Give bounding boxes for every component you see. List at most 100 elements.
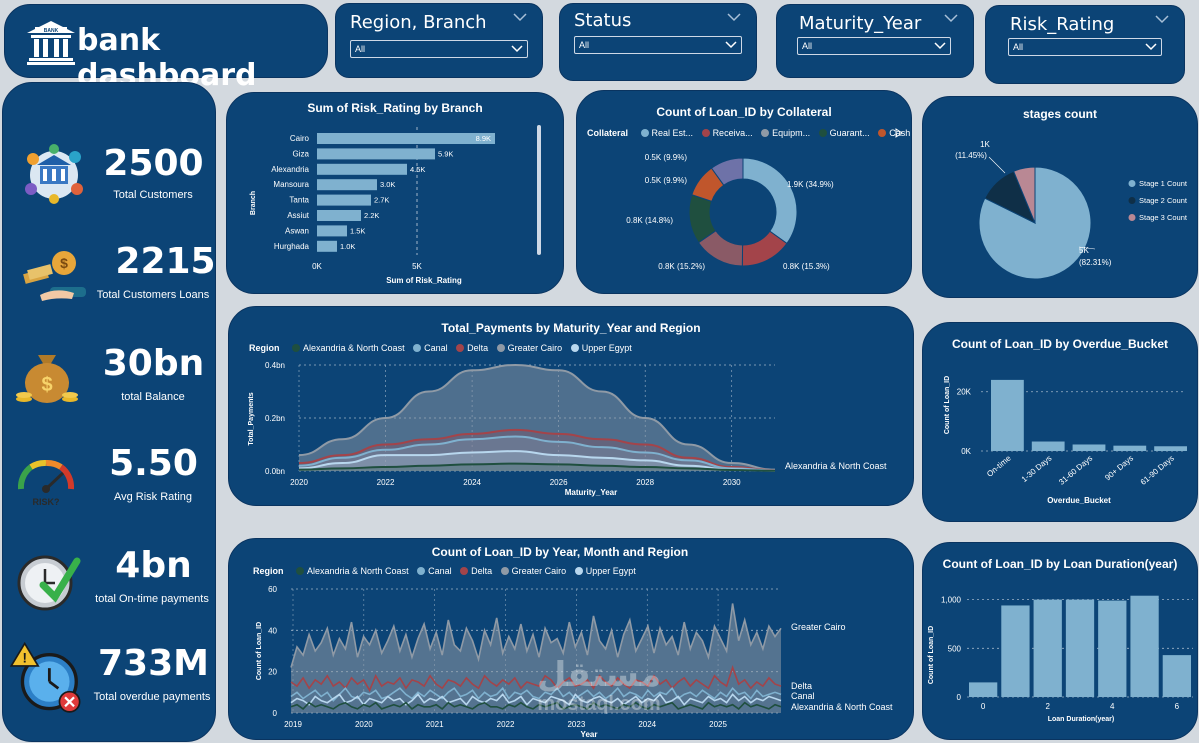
series-line[interactable] [298,428,776,472]
kpi-value: 2500 [103,143,204,184]
donut-slice[interactable] [742,157,798,245]
bar[interactable] [317,210,361,221]
chevron-down-icon[interactable] [726,12,742,22]
risk-by-branch-chart[interactable]: Branch Sum of Risk_Rating 0K 5K Cairo 8.9K G… [227,93,563,293]
filter-select[interactable]: All [797,37,951,55]
kpi-total-balance: $ 30bn total Balance [3,335,218,435]
bar[interactable] [1113,445,1147,451]
svg-text:RISK?: RISK? [33,497,60,507]
chevron-down-icon[interactable] [512,12,528,22]
bar[interactable] [1033,599,1062,697]
bar[interactable] [1031,441,1065,451]
collateral-donut-chart[interactable]: 1.9K (34.9%) 0.8K (15.3%) 0.8K (15.2%) 0.8K… [577,91,911,293]
clock-warning-icon: ! [9,641,81,713]
bar[interactable] [317,240,337,252]
chevron-down-icon [511,45,523,53]
pie-slice[interactable] [978,166,1092,280]
data-label: 5.9K [438,149,453,158]
bar[interactable] [991,379,1024,451]
bar[interactable] [317,133,495,144]
x-tick-label: 2019 [284,720,302,729]
chevron-down-icon[interactable] [1154,14,1170,24]
y-axis-label: Count of Loan_ID [256,622,263,680]
legend-dot [460,567,469,575]
bar[interactable] [1162,655,1191,697]
bar[interactable] [1072,444,1106,451]
legend-dot [1128,180,1136,187]
scrollbar[interactable] [537,125,541,255]
series-end-label: Canal [791,691,815,701]
payments-area-chart[interactable]: Total_Payments Maturity_Year Alexandria … [229,307,913,505]
category-label: Giza [293,149,310,158]
legend-next-arrow-icon[interactable] [895,128,903,138]
filter-maturity-year[interactable]: Maturity_Year All [776,4,974,78]
bar[interactable] [969,682,998,697]
chevron-down-icon[interactable] [943,13,959,23]
legend-item: Guarant... [829,128,870,138]
series-line[interactable] [290,665,782,693]
bar[interactable] [317,163,407,175]
series-line[interactable] [290,686,782,702]
bank-logo-text: BANK [44,28,59,34]
series-line[interactable] [298,363,776,471]
legend-dot [1128,214,1136,221]
x-tick-label: 1-30 Days [1020,454,1054,484]
donut-slice[interactable] [710,157,744,186]
kpi-label: Avg Risk Rating [113,491,193,503]
leader-line [988,156,1006,174]
filter-risk-rating[interactable]: Risk_Rating All [985,5,1185,84]
chart-title: Count of Loan_ID by Overdue_Bucket [951,337,1169,351]
series-line[interactable] [290,603,782,668]
payments-legend: Region Alexandria & North Coast Canal De… [249,343,632,353]
filter-region-branch[interactable]: Region, Branch All [335,3,543,78]
bar[interactable] [1154,446,1187,451]
data-label: 8.9K [476,134,491,143]
risk-by-branch-card: Sum of Risk_Rating by Branch Branch Sum … [226,92,564,294]
pie-slice[interactable] [1012,166,1036,224]
x-tick-label: 2021 [426,720,444,729]
bar[interactable] [317,148,435,160]
y-tick-label: 0 [273,709,278,718]
bar[interactable] [317,225,347,237]
x-tick-label: 2026 [550,478,568,487]
bar[interactable] [317,179,377,191]
overdue-bar-chart[interactable]: Count of Loan_ID Overdue_Bucket 0K 20K On-… [923,323,1197,521]
svg-text:$: $ [60,255,68,271]
legend-dot [292,344,301,352]
collateral-legend: Collateral Real Est... Receiva... Equipm… [587,128,910,138]
bar[interactable] [1001,605,1030,697]
bar[interactable] [1098,600,1127,697]
x-tick-label: 31-60 Days [1057,454,1094,487]
y-axis-label: Count of Loan_ID [944,376,951,434]
series-line[interactable] [290,693,782,706]
overdue-card: Count of Loan_ID by Overdue_Bucket Count… [922,322,1198,522]
series-line[interactable] [298,435,776,472]
stages-pie-chart[interactable]: 5K (82.31%) 1K (11.45%) Stage 1 Count Stage 2… [923,97,1197,297]
legend-dot [701,129,710,137]
chart-title: Count of Loan_ID by Collateral [656,105,832,119]
filter-select[interactable]: All [574,36,742,54]
filter-status[interactable]: Status All [559,3,757,81]
legend-dot [878,129,887,137]
bar[interactable] [1130,595,1159,697]
series-line[interactable] [290,701,782,710]
duration-bar-chart[interactable]: Count of Loan_ID Loan Duration(year) 0 50… [923,543,1197,739]
filter-select[interactable]: All [350,40,528,58]
filter-label: Region, Branch [350,12,487,33]
series-line[interactable] [298,462,776,472]
series-line[interactable] [298,450,776,472]
category-label: Alexandria [271,165,309,174]
filter-select[interactable]: All [1008,38,1162,56]
x-tick-label: 2020 [355,720,373,729]
legend-dot [574,567,583,575]
svg-text:!: ! [22,651,26,666]
chart-title: Sum of Risk_Rating by Branch [307,101,483,115]
series-end-label: Alexandria & North Coast [791,702,893,712]
bar[interactable] [317,194,371,206]
bar[interactable] [1065,599,1095,697]
monthly-card: Count of Loan_ID by Year, Month and Regi… [228,538,914,740]
monthly-legend: Region Alexandria & North Coast Canal De… [253,566,636,576]
data-label: 5K [1079,246,1089,255]
legend-title: Collateral [587,128,629,138]
monthly-line-chart[interactable]: Count of Loan_ID Year Greater Cairo Delt… [229,539,913,739]
